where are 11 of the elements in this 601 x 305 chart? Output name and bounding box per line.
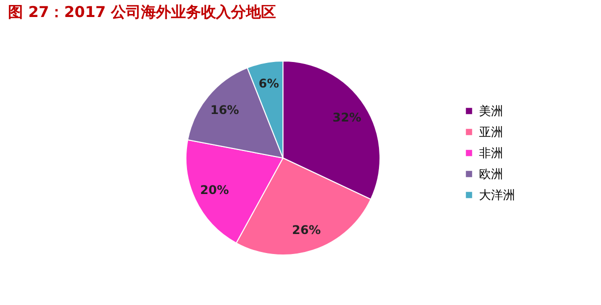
data-label: 32% [332,110,362,124]
legend-label: 大洋洲 [479,188,515,202]
data-label: 6% [258,76,280,91]
data-label: 20% [200,183,229,198]
legend-label: 欧洲 [479,167,503,181]
chart-title: 图 27：2017 公司海外业务收入分地区 [8,3,276,21]
data-label: 16% [210,102,240,117]
legend-label: 亚洲 [479,125,503,139]
legend-label: 美洲 [479,104,503,118]
data-label: 26% [292,222,321,237]
legend-label: 非洲 [479,146,503,160]
